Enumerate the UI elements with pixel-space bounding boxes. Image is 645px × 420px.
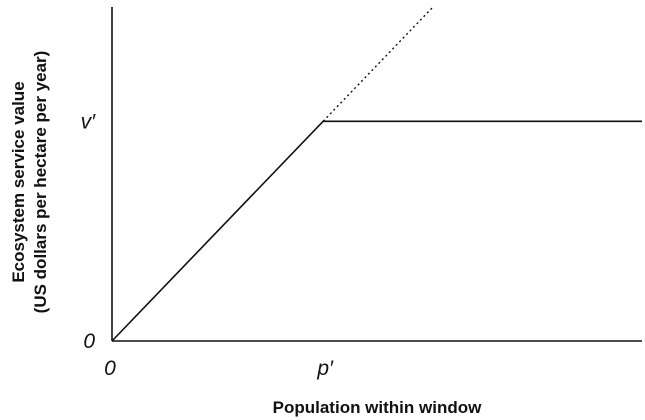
x-tick-label-1: 0: [104, 357, 116, 380]
series-layer: [112, 7, 642, 341]
y-axis-title-line-2: (US dollars per hectare per year): [31, 51, 50, 314]
series-line-1: [112, 121, 642, 341]
series-line-2: [323, 7, 433, 121]
tick-label-layer: 0 p′ 0 v′: [81, 110, 334, 380]
x-axis-title: Population within window: [273, 398, 482, 417]
y-axis-title-line-1: Ecosystem service value: [9, 81, 28, 282]
y-tick-label-2: v′: [81, 110, 97, 133]
x-tick-label-2: p′: [316, 357, 334, 380]
y-tick-label-1: 0: [83, 330, 95, 353]
